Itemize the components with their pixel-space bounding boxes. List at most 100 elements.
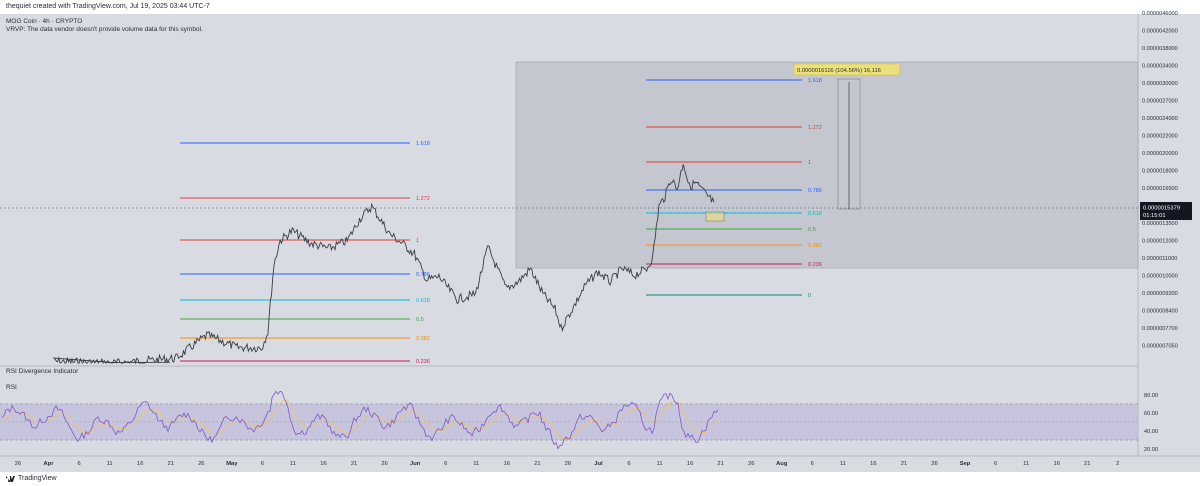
measure-label: 0.0000016116 (104.56%) 16,116 [797, 68, 881, 74]
time-axis[interactable]: 26 Apr 6 11 16 21 26 May 6 11 16 21 26 Jun 6 11 16 21 26 Ju… [15, 461, 1120, 467]
rsi-tick-label: 60.00 [1144, 411, 1158, 417]
current-price-tag [1140, 202, 1192, 220]
rsi-axis[interactable]: 80.00 60.00 40.00 20.00 [1144, 393, 1158, 453]
rsi-tick-label: 20.00 [1144, 447, 1158, 453]
price-tick-label: 0.0000007050 [1142, 344, 1178, 350]
price-tick-label: 0.0000024000 [1142, 116, 1178, 122]
fib-label-left-1: 1 [416, 238, 419, 244]
time-tick-label: 11 [290, 461, 296, 467]
price-tick-label: 0.0000012000 [1142, 239, 1178, 245]
price-tick-label: 0.0000046000 [1142, 11, 1178, 17]
time-tick-label: 16 [320, 461, 326, 467]
fib-label-left-05: 0.5 [416, 317, 424, 323]
fib-label-right-0382: 0.382 [808, 243, 822, 249]
rsi-ma-line[interactable] [1, 400, 719, 439]
time-tick-label: 11 [473, 461, 479, 467]
fib-retracement-right[interactable]: 1.618 1.272 1 0.786 0.618 0.5 0.382 0.23… [646, 78, 822, 299]
time-tick-label: 26 [198, 461, 204, 467]
price-note-box[interactable] [705, 211, 725, 222]
price-tick-label: 0.0000030000 [1142, 81, 1178, 87]
time-tick-label: 11 [657, 461, 663, 467]
time-tick-label: 26 [565, 461, 571, 467]
price-tick-label: 0.0000042000 [1142, 29, 1178, 35]
time-tick-label: 6 [994, 461, 997, 467]
time-tick-label: 26 [381, 461, 387, 467]
fib-label-right-1: 1 [808, 160, 811, 166]
time-tick-label: 21 [901, 461, 907, 467]
fib-label-left-0786: 0.786 [416, 272, 430, 278]
time-tick-label: 21 [168, 461, 174, 467]
attribution-bar: thequiet created with TradingView.com, J… [0, 0, 1200, 14]
time-tick-label: 11 [840, 461, 846, 467]
time-tick-label: 16 [687, 461, 693, 467]
time-tick-label: Apr [44, 461, 55, 467]
price-tick-label: 0.0000022000 [1142, 134, 1178, 140]
price-tick-label: 0.0000018000 [1142, 169, 1178, 175]
brand-name: TradingView [18, 475, 57, 482]
price-axis[interactable]: 0.0000046000 0.0000042000 0.0000038000 0.00… [1142, 11, 1178, 350]
fib-label-right-0786: 0.786 [808, 188, 822, 194]
fib-label-right-1618: 1.618 [808, 78, 822, 84]
price-tick-label: 0.0000038000 [1142, 46, 1178, 52]
time-tick-label: 11 [107, 461, 113, 467]
vrvp-note: VRVP: The data vendor doesn't provide vo… [6, 26, 203, 33]
price-tick-label: 0.0000016500 [1142, 186, 1178, 192]
time-tick-label: Aug [776, 461, 788, 467]
price-tick-label: 0.0000034000 [1142, 64, 1178, 70]
price-tick-label: 0.0000020000 [1142, 151, 1178, 157]
rsi-tick-label: 80.00 [1144, 393, 1158, 399]
time-tick-label: May [226, 461, 238, 467]
time-tick-label: 26 [15, 461, 21, 467]
fib-label-left-0618: 0.618 [416, 298, 430, 304]
fib-label-left-1272: 1.272 [416, 196, 430, 202]
price-tick-label: 0.0000008400 [1142, 309, 1178, 315]
time-tick-label: 6 [811, 461, 814, 467]
time-tick-label: 26 [931, 461, 937, 467]
time-tick-label: 16 [504, 461, 510, 467]
time-tick-label: 26 [748, 461, 754, 467]
fib-label-left-0382: 0.382 [416, 336, 430, 342]
fib-label-right-0236: 0.236 [808, 262, 822, 268]
fib-label-right-0: 0 [808, 293, 811, 299]
attribution-text: thequiet created with TradingView.com, J… [6, 3, 210, 10]
time-tick-label: Sep [960, 461, 971, 467]
time-tick-label: 6 [627, 461, 630, 467]
time-tick-label: 16 [1053, 461, 1059, 467]
range-highlight-box[interactable] [515, 61, 1139, 269]
tradingview-logo-icon [6, 476, 15, 482]
price-series-line[interactable] [52, 164, 715, 365]
rsi-series-line[interactable] [1, 390, 719, 450]
time-tick-label: 21 [534, 461, 540, 467]
rsi-panel-title: RSI Divergence Indicator [6, 368, 79, 375]
fib-label-left-1618: 1.618 [416, 141, 430, 147]
fib-label-right-0618: 0.618 [808, 211, 822, 217]
time-tick-label: Jun [410, 461, 421, 467]
time-tick-label: 2 [1116, 461, 1119, 467]
current-price-value: 0.0000015379 [1143, 206, 1180, 212]
countdown-timer: 01:15:01 [1143, 213, 1166, 219]
time-tick-label: 6 [261, 461, 264, 467]
price-tick-label: 0.0000007700 [1142, 326, 1178, 332]
symbol-legend: MOG Coin · 4h · CRYPTO [6, 18, 82, 25]
price-tick-label: 0.0000013500 [1142, 221, 1178, 227]
rsi-tick-label: 40.00 [1144, 429, 1158, 435]
price-tick-label: 0.0000009200 [1142, 291, 1178, 297]
time-tick-label: 6 [77, 461, 80, 467]
time-tick-label: 21 [1084, 461, 1090, 467]
footer-bar: TradingView [0, 472, 1200, 486]
price-tick-label: 0.0000010000 [1142, 274, 1178, 280]
price-tick-label: 0.0000027000 [1142, 99, 1178, 105]
time-tick-label: 21 [717, 461, 723, 467]
price-tick-label: 0.0000011000 [1142, 256, 1177, 262]
measure-label-box [793, 63, 901, 76]
fib-label-left-0236: 0.236 [416, 359, 430, 365]
time-tick-label: 6 [444, 461, 447, 467]
time-tick-label: 16 [870, 461, 876, 467]
time-tick-label: 21 [351, 461, 357, 467]
fib-label-right-05: 0.5 [808, 227, 816, 233]
fib-label-right-1272: 1.272 [808, 125, 822, 131]
brand[interactable]: TradingView [6, 472, 57, 486]
time-tick-label: 16 [137, 461, 143, 467]
time-tick-label: Jul [594, 461, 603, 467]
